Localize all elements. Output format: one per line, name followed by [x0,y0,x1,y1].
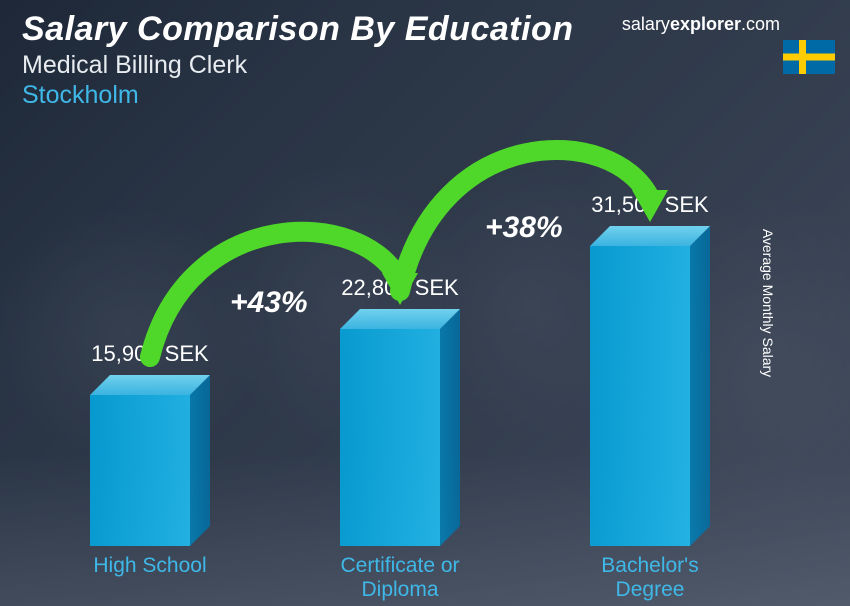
increase-arc [0,136,850,606]
increase-label: +43% [230,286,308,320]
brand-suffix: .com [741,14,780,34]
brand-logo: salaryexplorer.com [622,14,780,35]
chart-title: Salary Comparison By Education [22,10,574,49]
y-axis-label: Average Monthly Salary [760,229,776,377]
bar-chart: 15,900 SEKHigh School22,800 SEKCertifica… [0,136,810,606]
brand-prefix: salary [622,14,670,34]
flag-icon [783,40,835,74]
increase-label: +38% [485,211,563,245]
brand-bold: explorer [670,14,741,34]
chart-subtitle: Medical Billing Clerk [22,51,574,80]
chart-location: Stockholm [22,81,574,110]
header: Salary Comparison By Education Medical B… [22,10,574,110]
